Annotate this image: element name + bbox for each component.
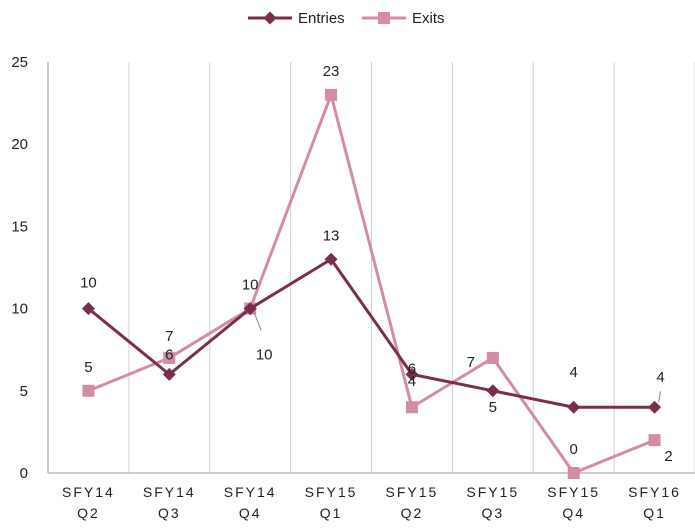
leader-line	[253, 312, 262, 331]
data-label-entries: 10	[80, 275, 97, 292]
point-exits	[82, 384, 95, 397]
data-label-entries: 13	[323, 227, 340, 244]
legend-label: Entries	[298, 10, 345, 27]
point-exits	[405, 401, 418, 414]
y-tick-label: 20	[11, 136, 28, 153]
data-label-entries: 6	[408, 360, 416, 377]
data-label-entries: 10	[242, 277, 259, 294]
x-tick-label: SFY14 Q2	[62, 484, 115, 521]
point-entries	[81, 302, 95, 316]
legend-item-exits: Exits	[362, 10, 445, 27]
point-entries	[243, 302, 257, 316]
y-tick-label: 25	[11, 54, 28, 71]
point-entries	[324, 252, 338, 266]
legend-label: Exits	[412, 10, 445, 27]
x-tick-label: SFY15 Q4	[547, 484, 600, 521]
point-exits	[486, 351, 499, 364]
legend-square-icon	[378, 12, 390, 24]
data-label-exits: 10	[256, 347, 273, 364]
data-label-entries: 4	[656, 369, 664, 386]
data-label-exits: 0	[570, 441, 578, 458]
data-labels: 10 6 10 13 6 5 4 4 5 7 10 23 4 7 0 2	[80, 63, 673, 465]
data-label-entries: 4	[570, 364, 578, 381]
legend-item-entries: Entries	[248, 10, 345, 27]
point-entries	[567, 400, 581, 414]
point-entries	[162, 367, 176, 381]
y-tick-label: 10	[11, 301, 28, 318]
data-label-exits: 7	[165, 328, 173, 345]
y-tick-label: 0	[20, 465, 28, 482]
data-label-entries: 5	[489, 399, 497, 416]
data-label-exits: 23	[323, 63, 340, 80]
x-tick-label: SFY15 Q1	[305, 484, 358, 521]
data-label-exits: 2	[664, 448, 672, 465]
data-label-entries: 6	[165, 346, 173, 363]
y-tick-label: 5	[20, 383, 28, 400]
data-label-exits: 7	[467, 354, 475, 371]
data-label-exits: 4	[408, 373, 416, 390]
point-exits	[163, 351, 176, 364]
point-entries	[486, 384, 500, 398]
x-tick-label: SFY14 Q4	[224, 484, 277, 521]
legend-diamond-icon	[263, 11, 277, 25]
series-line-exits	[87, 93, 656, 475]
series-line-entries	[87, 257, 655, 409]
data-label-exits: 5	[84, 359, 92, 376]
legend: Entries Exits	[248, 10, 445, 27]
x-tick-label: SFY15 Q2	[386, 484, 439, 521]
point-exits	[648, 434, 661, 447]
x-tick-label: SFY16 Q1	[628, 484, 681, 521]
gridlines	[128, 62, 695, 473]
x-tick-label: SFY14 Q3	[143, 484, 196, 521]
series-layer	[81, 88, 662, 479]
y-tick-label: 15	[11, 218, 28, 235]
point-exits	[325, 88, 338, 101]
point-entries	[405, 367, 419, 381]
y-axis: 0 5 10 15 20 25	[11, 54, 49, 482]
x-axis: SFY14 Q2 SFY14 Q3 SFY14 Q4 SFY15 Q1 SFY15 Q2 SFY15…	[48, 472, 695, 521]
x-tick-label: SFY15 Q3	[466, 484, 519, 521]
point-entries	[648, 400, 662, 414]
leader-line	[658, 391, 662, 403]
point-exits	[567, 467, 580, 479]
